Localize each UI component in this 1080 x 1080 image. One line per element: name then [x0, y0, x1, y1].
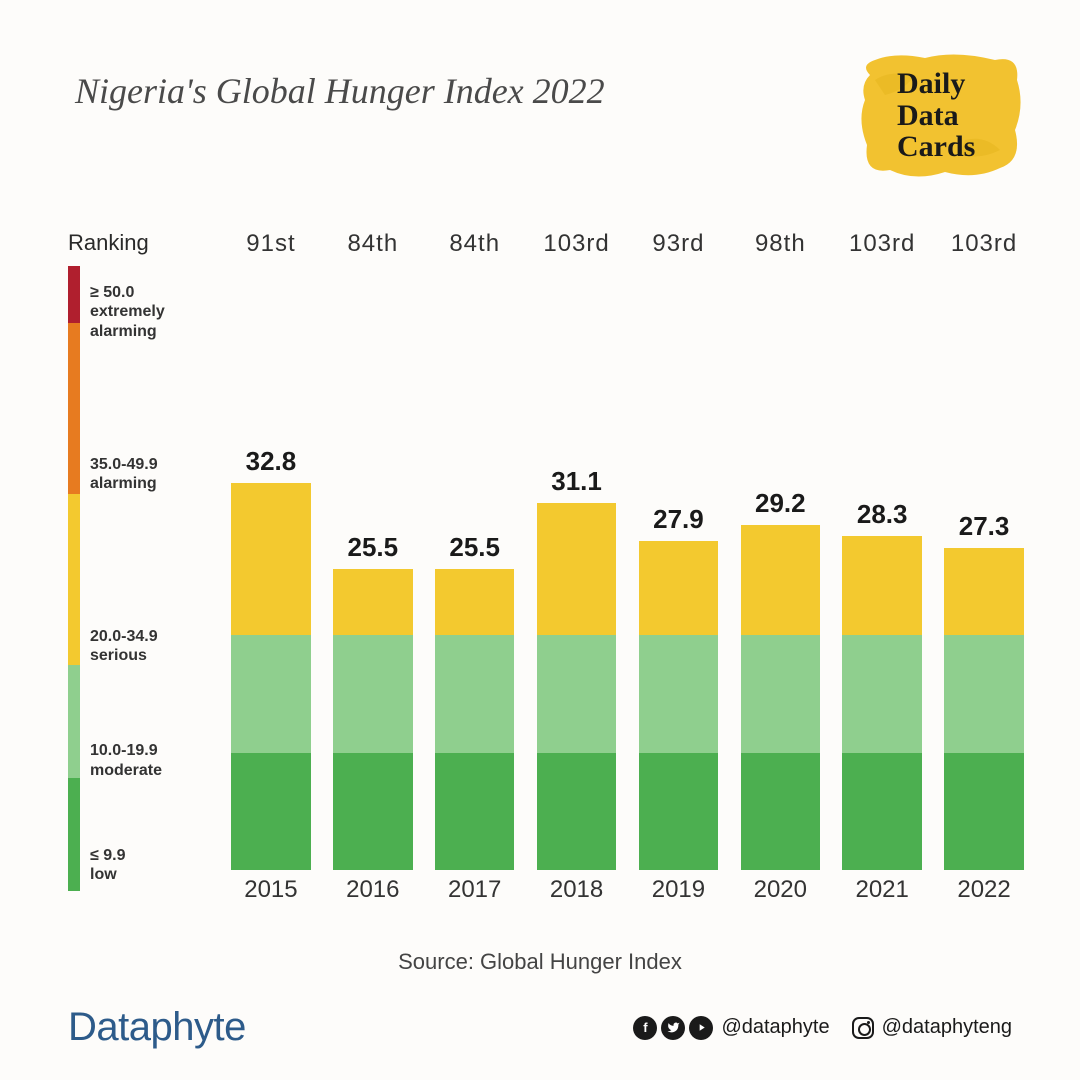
year-label: 2020: [729, 876, 831, 904]
footer: Dataphyte f @dataphyte @dataphyteng: [0, 1005, 1080, 1050]
bar-segment-serious: [435, 569, 514, 635]
bar-segment-moderate: [231, 635, 310, 753]
years-row: 20152016201720182019202020212022: [220, 876, 1035, 904]
facebook-icon: f: [633, 1016, 657, 1040]
bar-segment-serious: [639, 541, 718, 635]
rank-label: 103rd: [831, 230, 933, 270]
bar: [741, 525, 820, 870]
legend-segment: [68, 778, 80, 891]
bar-segment-low: [435, 753, 514, 870]
twitter-icon: [661, 1016, 685, 1040]
bar-segment-low: [842, 753, 921, 870]
bar-column: 31.1: [526, 280, 628, 870]
rank-label: 103rd: [933, 230, 1035, 270]
year-label: 2019: [628, 876, 730, 904]
bar-segment-serious: [231, 483, 310, 635]
bar-column: 29.2: [729, 280, 831, 870]
bar-segment-moderate: [842, 635, 921, 753]
rank-label: 98th: [729, 230, 831, 270]
youtube-icon: [689, 1016, 713, 1040]
hunger-index-chart: 91st84th84th103rd93rd98th103rd103rd 32.8…: [220, 230, 1035, 900]
page-title: Nigeria's Global Hunger Index 2022: [75, 70, 605, 112]
legend-label: 35.0-49.9 alarming: [90, 455, 158, 493]
bar-segment-moderate: [944, 635, 1023, 753]
rank-label: 103rd: [526, 230, 628, 270]
legend-segment: [68, 494, 80, 665]
rank-label: 84th: [424, 230, 526, 270]
bar-column: 25.5: [322, 280, 424, 870]
legend-segment: [68, 323, 80, 494]
bar-segment-moderate: [333, 635, 412, 753]
rank-label: 84th: [322, 230, 424, 270]
brand-logo: Dataphyte: [68, 1005, 246, 1050]
bar-segment-serious: [741, 525, 820, 635]
bar-column: 27.3: [933, 280, 1035, 870]
legend-title: Ranking: [68, 230, 198, 256]
bar-value-label: 29.2: [729, 488, 831, 519]
bar-segment-low: [231, 753, 310, 870]
bar-value-label: 27.9: [628, 504, 730, 535]
legend-label: ≥ 50.0 extremely alarming: [90, 283, 165, 341]
year-label: 2017: [424, 876, 526, 904]
bar: [537, 503, 616, 870]
legend-label: 10.0-19.9 moderate: [90, 741, 162, 779]
bar: [639, 541, 718, 870]
bar: [231, 483, 310, 870]
bar-segment-serious: [944, 548, 1023, 635]
bar-segment-low: [537, 753, 616, 870]
bar-value-label: 32.8: [220, 446, 322, 477]
legend-label: 20.0-34.9 serious: [90, 627, 158, 665]
bar-value-label: 25.5: [424, 532, 526, 563]
bar-segment-moderate: [537, 635, 616, 753]
bar-column: 25.5: [424, 280, 526, 870]
bar: [944, 548, 1023, 870]
bar-column: 32.8: [220, 280, 322, 870]
logo-line2: Data: [897, 100, 975, 132]
year-label: 2021: [831, 876, 933, 904]
bar-segment-serious: [537, 503, 616, 635]
bar-value-label: 27.3: [933, 511, 1035, 542]
source-attribution: Source: Global Hunger Index: [0, 949, 1080, 975]
bar-segment-low: [944, 753, 1023, 870]
legend-segment: [68, 665, 80, 778]
bar-segment-moderate: [741, 635, 820, 753]
bar-segment-serious: [333, 569, 412, 635]
bar-value-label: 31.1: [526, 466, 628, 497]
rank-label: 93rd: [628, 230, 730, 270]
year-label: 2015: [220, 876, 322, 904]
year-label: 2016: [322, 876, 424, 904]
bar-segment-low: [741, 753, 820, 870]
bar-value-label: 25.5: [322, 532, 424, 563]
bar-segment-moderate: [435, 635, 514, 753]
legend-label: ≤ 9.9 low: [90, 846, 125, 884]
handle-dataphyteng: @dataphyteng: [882, 1016, 1012, 1039]
year-label: 2018: [526, 876, 628, 904]
bar: [333, 569, 412, 870]
bar-segment-low: [333, 753, 412, 870]
handle-dataphyte: @dataphyte: [721, 1016, 829, 1039]
instagram-icon: [852, 1017, 874, 1039]
logo-line1: Daily: [897, 68, 975, 100]
daily-data-cards-badge: Daily Data Cards: [855, 50, 1025, 185]
bar-column: 27.9: [628, 280, 730, 870]
bar: [842, 536, 921, 870]
social-handles: f @dataphyte @dataphyteng: [633, 1016, 1012, 1040]
bar-column: 28.3: [831, 280, 933, 870]
legend-segment: [68, 266, 80, 323]
year-label: 2022: [933, 876, 1035, 904]
severity-legend: Ranking ≥ 50.0 extremely alarming 35.0-49…: [68, 230, 198, 896]
bar-segment-low: [639, 753, 718, 870]
rank-label: 91st: [220, 230, 322, 270]
bar: [435, 569, 514, 870]
bar-segment-serious: [842, 536, 921, 635]
logo-line3: Cards: [897, 131, 975, 163]
rankings-row: 91st84th84th103rd93rd98th103rd103rd: [220, 230, 1035, 270]
bar-segment-moderate: [639, 635, 718, 753]
bars-region: 32.8 25.525.5 31.127.929.228.327.3: [220, 280, 1035, 870]
bar-value-label: 28.3: [831, 499, 933, 530]
